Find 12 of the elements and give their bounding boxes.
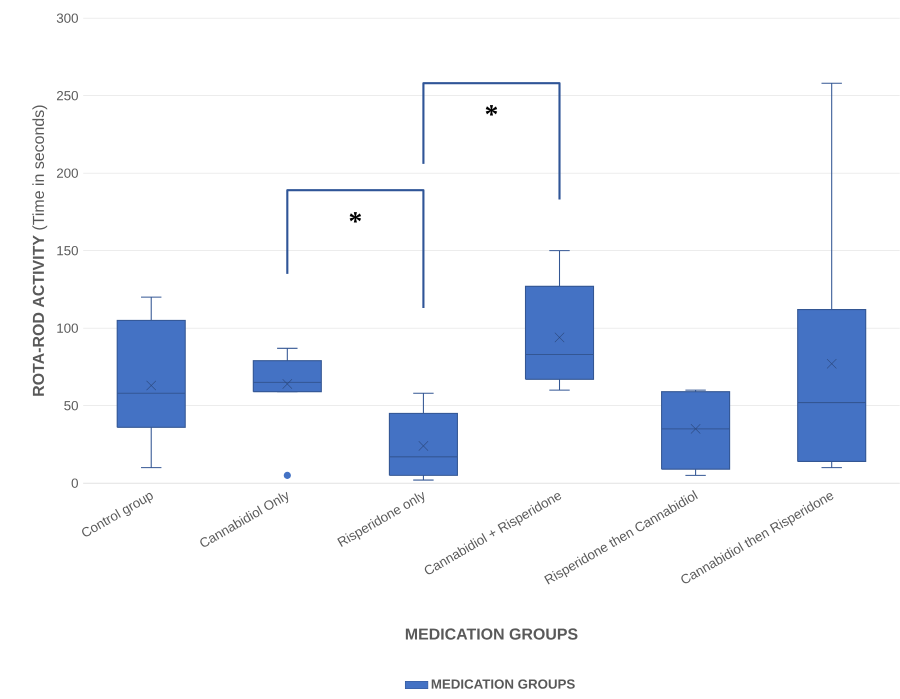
y-tick-label: 0 [72, 478, 78, 488]
x-axis-title: MEDICATION GROUPS [406, 628, 578, 640]
y-tick-label: 150 [57, 246, 78, 256]
annotation: * [350, 212, 362, 222]
legend-label: MEDICATION GROUPS [432, 679, 575, 689]
y-axis-title: ROTA-ROD ACTIVITY (Time in seconds) [32, 105, 48, 396]
y-tick-label: 250 [56, 90, 78, 100]
y-tick-label: 200 [56, 168, 78, 178]
y-tick-label: 50 [64, 400, 78, 410]
annotation: * [486, 104, 498, 116]
y-tick-label: 300 [56, 13, 78, 23]
y-tick-label: 100 [57, 323, 78, 333]
